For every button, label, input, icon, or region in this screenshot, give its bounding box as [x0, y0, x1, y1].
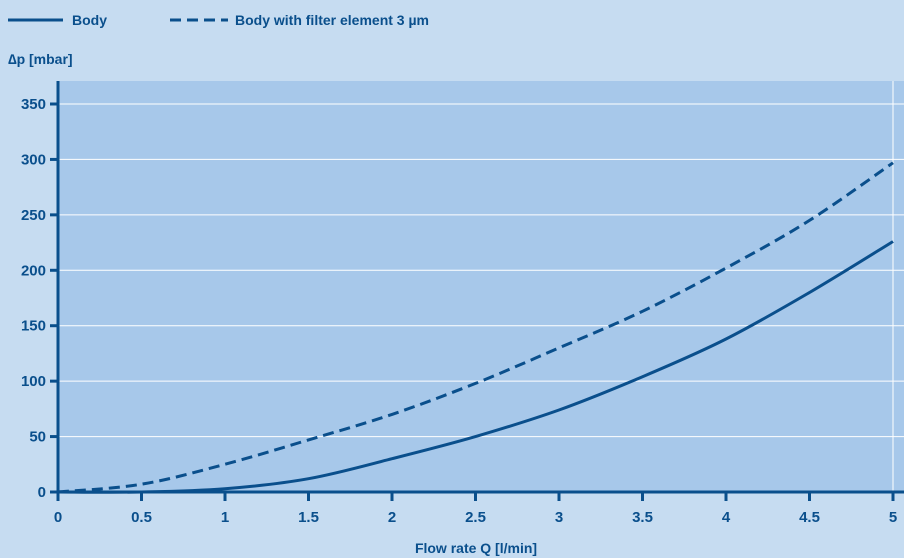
x-tick-label: 3.5	[632, 509, 653, 526]
x-axis-title: Flow rate Q [l/min]	[415, 540, 537, 556]
y-tick-label: 200	[21, 262, 46, 279]
x-tick-label: 2	[388, 509, 396, 526]
y-axis-title: ∆p [mbar]	[8, 51, 73, 67]
ticks: 0 50 100 150 200 250 300 350 0 0.5 1 1.5 2 2.5 3 3.5 4 4.…	[21, 96, 897, 526]
x-tick-label: 4.5	[799, 509, 820, 526]
y-tick-label: 300	[21, 151, 46, 168]
legend-label-filter: Body with filter element 3 µm	[235, 12, 429, 28]
plot-area	[58, 81, 904, 492]
y-tick-label: 150	[21, 318, 46, 335]
x-tick-label: 1.5	[298, 509, 319, 526]
legend-label-body: Body	[72, 12, 107, 28]
y-tick-label: 100	[21, 373, 46, 390]
series-line-body	[57, 240, 894, 494]
legend: Body Body with filter element 3 µm	[8, 12, 429, 28]
x-tick-label: 5	[889, 509, 897, 526]
x-tick-label: 2.5	[465, 509, 486, 526]
x-tick-label: 4	[722, 509, 731, 526]
y-tick-label: 250	[21, 207, 46, 224]
x-tick-label: 1	[221, 509, 229, 526]
y-tick-label: 50	[29, 429, 46, 446]
y-tick-label: 350	[21, 96, 46, 113]
series-lines	[57, 161, 894, 494]
series-line-body-with-filter	[57, 161, 894, 494]
grid-lines	[58, 81, 904, 492]
axes	[56, 81, 904, 495]
y-tick-label: 0	[38, 484, 46, 501]
x-tick-label: 0.5	[131, 509, 152, 526]
x-tick-label: 3	[555, 509, 563, 526]
x-tick-label: 0	[54, 509, 62, 526]
